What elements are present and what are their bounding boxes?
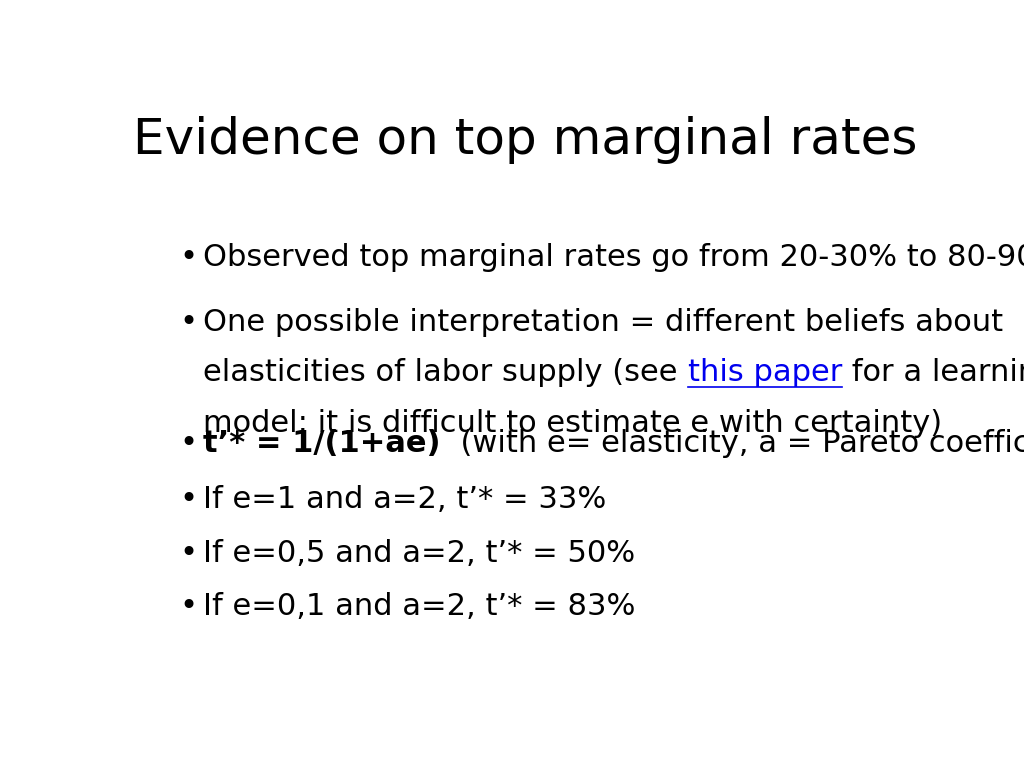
Text: If e=0,5 and a=2, t’* = 50%: If e=0,5 and a=2, t’* = 50%	[204, 538, 636, 568]
Text: model: it is difficult to estimate e with certainty): model: it is difficult to estimate e wit…	[204, 409, 942, 438]
Text: •: •	[179, 308, 198, 337]
Text: t’* = 1/(1+ae): t’* = 1/(1+ae)	[204, 429, 441, 458]
Text: If e=0,1 and a=2, t’* = 83%: If e=0,1 and a=2, t’* = 83%	[204, 592, 636, 621]
Text: elasticities of labor supply (see: elasticities of labor supply (see	[204, 358, 688, 387]
Text: •: •	[179, 429, 198, 458]
Text: Evidence on top marginal rates: Evidence on top marginal rates	[132, 116, 918, 164]
Text: •: •	[179, 243, 198, 272]
Text: One possible interpretation = different beliefs about: One possible interpretation = different …	[204, 308, 1004, 337]
Text: •: •	[179, 592, 198, 621]
Text: •: •	[179, 485, 198, 515]
Text: (with e= elasticity, a = Pareto coefficient): (with e= elasticity, a = Pareto coeffici…	[441, 429, 1024, 458]
Text: •: •	[179, 538, 198, 568]
Text: If e=1 and a=2, t’* = 33%: If e=1 and a=2, t’* = 33%	[204, 485, 606, 515]
Text: this paper: this paper	[688, 358, 842, 387]
Text: Observed top marginal rates go from 20-30% to 80-90%: Observed top marginal rates go from 20-3…	[204, 243, 1024, 272]
Text: for a learning: for a learning	[842, 358, 1024, 387]
